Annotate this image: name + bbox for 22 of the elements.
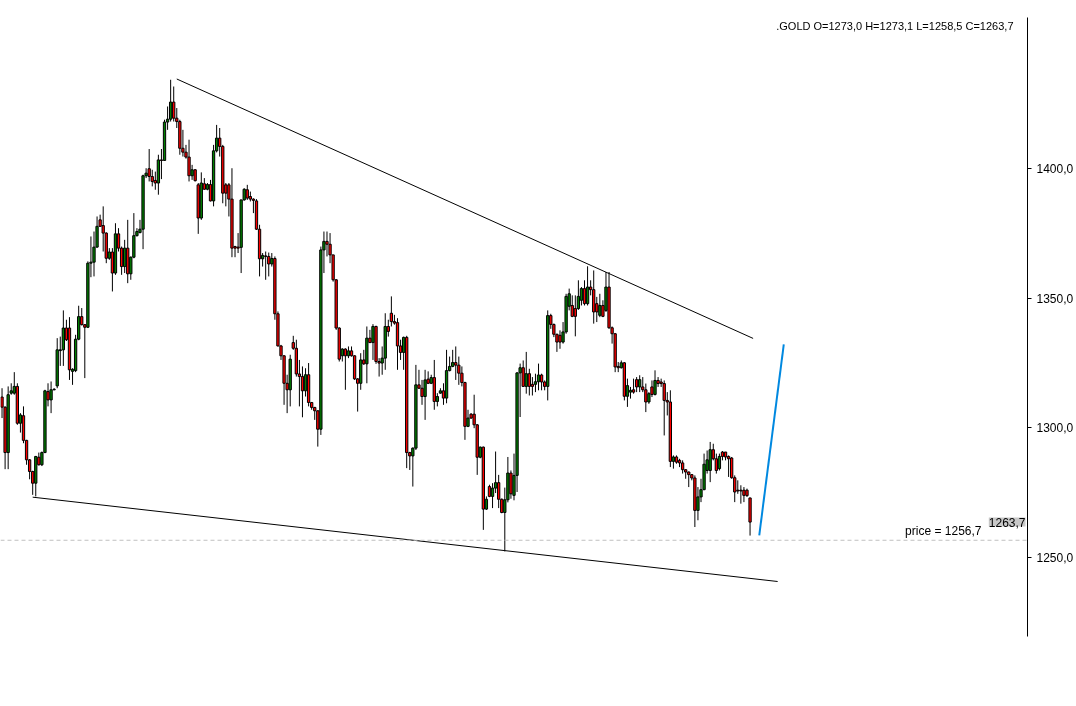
y-tick-label: 1350,0 [1036, 291, 1074, 306]
candlestick [395, 317, 400, 371]
candlestick [582, 279, 587, 306]
candlestick [739, 484, 743, 505]
annotation: 1263,7 [988, 515, 1026, 530]
candlestick [653, 369, 657, 396]
y-tick-label: 1400,0 [1036, 161, 1074, 176]
y-tick-label: 1250,0 [1036, 551, 1074, 566]
candlestick [527, 368, 531, 396]
candlestick [530, 376, 535, 396]
candlestick [736, 479, 740, 495]
candlestick [524, 351, 528, 395]
candlestick [61, 309, 65, 367]
candlestick [123, 239, 127, 274]
candlestick [187, 139, 191, 182]
chart-title: .GOLD O=1273,0 H=1273,1 L=1258,5 C=1263,7 [776, 19, 1014, 32]
candlestick [147, 148, 151, 182]
candlestick [359, 352, 363, 391]
candlestick [371, 323, 375, 361]
y-tick-label: 1300,0 [1036, 421, 1074, 436]
candlestick [49, 380, 53, 414]
ref-line-label: price = 1256,7 [905, 524, 982, 539]
